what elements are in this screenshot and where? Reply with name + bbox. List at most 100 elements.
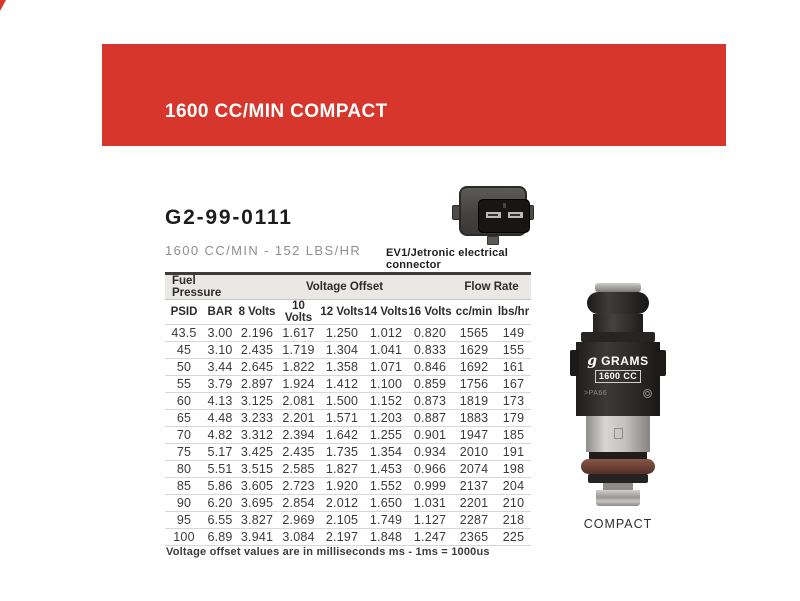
- table-cell: 2.435: [277, 443, 321, 461]
- table-cell: 65: [165, 409, 203, 427]
- table-cell: 225: [496, 528, 532, 546]
- table-cell: 1883: [452, 409, 497, 427]
- connector-pin: [507, 212, 523, 218]
- column-header: 16 Volts: [408, 299, 453, 325]
- table-cell: 2.723: [277, 477, 321, 495]
- table-cell: 1.827: [320, 460, 365, 478]
- table-cell: 43.5: [165, 324, 203, 342]
- table-cell: 0.934: [408, 443, 453, 461]
- table-cell: 1.041: [364, 341, 409, 359]
- table-cell: 70: [165, 426, 203, 444]
- table-cell: 0.966: [408, 460, 453, 478]
- table-cell: 1.735: [320, 443, 365, 461]
- table-cell: 1629: [452, 341, 497, 359]
- table-row: 100 6.89 3.941 3.084 2.197 1.848 1.247 2365 225: [165, 528, 532, 546]
- table-cell: 75: [165, 443, 203, 461]
- table-cell: 3.425: [237, 443, 278, 461]
- table-cell: 179: [496, 409, 532, 427]
- group-header-fuel-pressure: Fuel Pressure: [165, 273, 238, 300]
- table-row: 45 3.10 2.435 1.719 1.304 1.041 0.833 1629 155: [165, 341, 532, 359]
- column-header: PSID: [165, 299, 203, 325]
- table-cell: 2.435: [237, 341, 278, 359]
- table-row: 60 4.13 3.125 2.081 1.500 1.152 0.873 1819 173: [165, 392, 532, 410]
- table-row: 50 3.44 2.645 1.822 1.358 1.071 0.846 1692 161: [165, 358, 532, 376]
- table-cell: 2010: [452, 443, 497, 461]
- table-cell: 167: [496, 375, 532, 393]
- table-cell: 0.873: [408, 392, 453, 410]
- group-header-voltage-offset: Voltage Offset: [237, 273, 453, 300]
- table-cell: 149: [496, 324, 532, 342]
- table-cell: 1.650: [364, 494, 409, 512]
- table-cell: 1.571: [320, 409, 365, 427]
- connector-bottom-tab: [487, 236, 499, 245]
- table-cell: 2287: [452, 511, 497, 529]
- injector-neck: [593, 314, 643, 332]
- ev1-connector-image: [451, 184, 535, 246]
- injector-inlet-cap: [595, 283, 641, 292]
- table-cell: 1756: [452, 375, 497, 393]
- injector-lower-ring: [588, 474, 648, 483]
- table-cell: 1.247: [408, 528, 453, 546]
- injector-style-label: COMPACT: [583, 517, 653, 531]
- table-cell: 1.453: [364, 460, 409, 478]
- voltage-offset-footnote: Voltage offset values are in millisecond…: [166, 546, 490, 558]
- injector-body: g GRAMS 1600 CC >PA66: [570, 342, 666, 416]
- table-cell: 3.79: [203, 375, 238, 393]
- group-header-flow-rate: Flow Rate: [452, 273, 532, 300]
- injector-clip: [570, 350, 579, 376]
- table-cell: 1819: [452, 392, 497, 410]
- table-cell: 2.585: [277, 460, 321, 478]
- injector-clip: [657, 350, 666, 376]
- table-cell: 2137: [452, 477, 497, 495]
- injector-inlet-oring: [587, 292, 649, 314]
- table-cell: 1.719: [277, 341, 321, 359]
- table-cell: 1.203: [364, 409, 409, 427]
- table-cell: 161: [496, 358, 532, 376]
- table-body: 43.5 3.00 2.196 1.617 1.250 1.012 0.820 1565 149…: [165, 324, 532, 546]
- table-cell: 2201: [452, 494, 497, 512]
- table-cell: 0.901: [408, 426, 453, 444]
- part-subtitle: 1600 CC/MIN - 152 LBS/HR: [165, 243, 362, 258]
- connector-notch: [503, 203, 506, 208]
- table-row: 75 5.17 3.425 2.435 1.735 1.354 0.934 2010 191: [165, 443, 532, 461]
- table-cell: 3.44: [203, 358, 238, 376]
- title-banner: 1600 CC/MIN COMPACT: [102, 44, 726, 146]
- table-cell: 1.100: [364, 375, 409, 393]
- table-cell: 50: [165, 358, 203, 376]
- table-cell: 3.125: [237, 392, 278, 410]
- table-cell: 1.848: [364, 528, 409, 546]
- table-cell: 3.515: [237, 460, 278, 478]
- table-cell: 0.859: [408, 375, 453, 393]
- column-header: 10 Volts: [277, 299, 321, 325]
- table-cell: 1.822: [277, 358, 321, 376]
- connector-pins: [479, 212, 529, 218]
- table-cell: 2.012: [320, 494, 365, 512]
- grams-logo-icon: g: [587, 353, 598, 369]
- table-cell: 1565: [452, 324, 497, 342]
- table-row: 65 4.48 3.233 2.201 1.571 1.203 0.887 1883 179: [165, 409, 532, 427]
- connector-body: [459, 186, 530, 236]
- injector-spacer-ring: [589, 452, 647, 459]
- table-cell: 1.642: [320, 426, 365, 444]
- injector-oring: [581, 459, 655, 474]
- table-cell: 6.55: [203, 511, 238, 529]
- table-cell: 3.233: [237, 409, 278, 427]
- table-row: 43.5 3.00 2.196 1.617 1.250 1.012 0.820 1565 149: [165, 324, 532, 342]
- table-cell: 95: [165, 511, 203, 529]
- table-cell: 3.084: [277, 528, 321, 546]
- table-row: 80 5.51 3.515 2.585 1.827 1.453 0.966 2074 198: [165, 460, 532, 478]
- injector-material-marking: >PA66: [584, 390, 608, 397]
- table-cell: 1.500: [320, 392, 365, 410]
- table-cell: 191: [496, 443, 532, 461]
- table-cell: 2.081: [277, 392, 321, 410]
- table-cell: 1.749: [364, 511, 409, 529]
- table-cell: 2.196: [237, 324, 278, 342]
- part-number: G2-99-0111: [165, 206, 293, 229]
- table-cell: 3.10: [203, 341, 238, 359]
- table-cell: 3.605: [237, 477, 278, 495]
- injector-markings: >PA66: [584, 389, 652, 398]
- injector-nozzle-tip: [596, 490, 640, 506]
- injector-brand-row: g GRAMS: [576, 354, 660, 368]
- flow-data-table: Fuel Pressure Voltage Offset Flow Rate P…: [165, 272, 532, 546]
- injector-photo: g GRAMS 1600 CC >PA66: [570, 283, 666, 506]
